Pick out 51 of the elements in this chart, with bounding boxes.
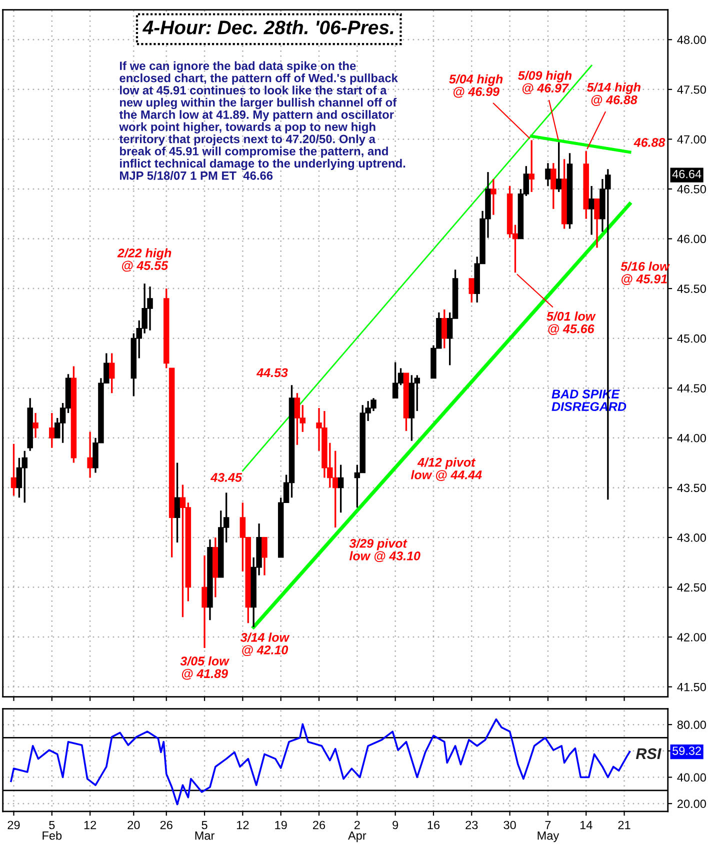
y-tick-label: 44.00 [677, 434, 706, 442]
chart-title: 4-Hour: Dec. 28th. '06-Pres. [142, 20, 394, 34]
y-tick-label: 40.00 [677, 773, 706, 782]
legend-label: RSI [636, 748, 662, 760]
x-tick-label: 2 Apr [348, 820, 366, 842]
x-tick-label: 20 [128, 820, 140, 830]
y-tick-label: 41.50 [677, 682, 706, 692]
x-tick-label: 19 [275, 820, 287, 830]
y-tick-label: 45.50 [677, 284, 706, 293]
annotation: 3/14 low @ 42.10 [240, 632, 290, 656]
annotation: 46.88 [634, 138, 666, 147]
x-tick-label: 12 [237, 820, 249, 830]
x-tick-label: 9 [392, 820, 398, 830]
x-tick-label: 12 [84, 820, 96, 830]
annotation: 5/09 high @ 46.97 [518, 70, 572, 94]
x-tick-label: 5 Mar [195, 820, 214, 840]
x-tick-label: 21 [618, 820, 630, 830]
y-tick-label: 45.00 [677, 334, 706, 343]
text: 46.64 [672, 170, 702, 178]
y-tick-label: 46.00 [677, 234, 706, 244]
x-tick-label: 7 May [538, 820, 560, 842]
y-tick-label: 43.00 [677, 534, 706, 542]
y-tick-label: 47.50 [677, 85, 706, 94]
y-tick-label: 42.00 [677, 633, 706, 642]
x-tick-label: 30 [504, 820, 516, 830]
x-tick-label: 16 [428, 820, 440, 830]
annotation: 4/12 pivot low @ 44.44 [410, 458, 482, 481]
text: 59.32 [672, 746, 701, 755]
y-tick-label: 48.00 [677, 36, 706, 44]
x-tick-label: 23 [466, 820, 478, 830]
annotation: 44.53 [256, 368, 288, 378]
x-tick-label: 14 [580, 820, 592, 830]
x-tick-label: 26 [160, 820, 172, 830]
annotation: 5/04 high @ 46.99 [449, 74, 503, 98]
y-tick-label: 43.50 [677, 484, 706, 492]
y-tick-label: 80.00 [677, 720, 706, 729]
y-tick-label: 44.50 [677, 384, 706, 393]
annotation: 43.45 [210, 473, 242, 482]
text: If we can ignore the bad data spike on the enclosed chart, the pattern off of Wed.'s pullback low at 45.91 continues to look like the start of a new upleg within the larger bullish channel off of the March low at 41.89. My pattern and oscillator work point higher, towards a pop to new high territory that projects next to 47.20/50. Only a break of 45.91 will compromise the pattern, and inflict technical damage to the underlying uptrend. MJP 5/18/07 1 PM ET 46.66 [119, 61, 406, 180]
annotation: 3/05 low @ 41.89 [180, 656, 230, 680]
x-tick-label: 5 Feb [42, 820, 62, 840]
x-tick-label: 26 [313, 820, 326, 830]
y-tick-label: 46.50 [677, 185, 706, 194]
y-tick-label: 20.00 [678, 800, 706, 808]
x-tick-label: 29 [8, 820, 20, 830]
annotation: 3/29 pivot low @ 43.10 [349, 538, 420, 562]
annotation: 5/01 low @ 45.66 [546, 312, 596, 335]
y-tick-label: 47.00 [677, 135, 706, 144]
annotation: 2/22 high @ 45.55 [117, 248, 172, 272]
y-tick-label: 42.50 [677, 583, 706, 592]
annotation: 5/14 high @ 46.88 [586, 82, 640, 106]
